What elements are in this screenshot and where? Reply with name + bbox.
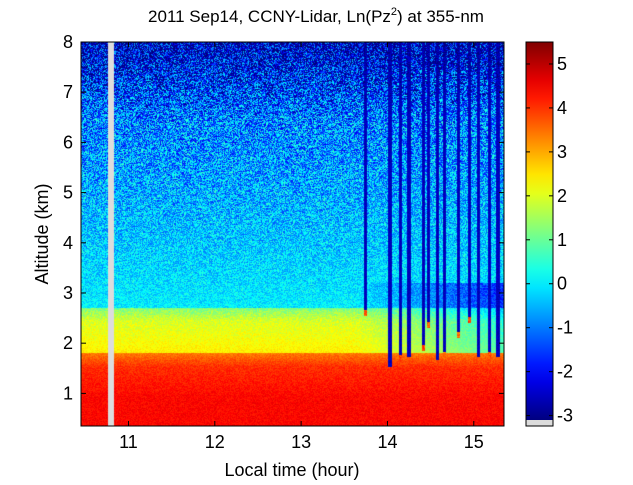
y-tick-label: 6 (63, 132, 73, 152)
colorbar-tick-label: -2 (557, 362, 573, 382)
colorbar: -3 -2 -1 0 1 2 3 4 5 (525, 41, 573, 427)
colorbar-tick-label: 1 (557, 230, 567, 250)
chart-title-prefix: 2011 Sep14, CCNY-Lidar, Ln(Pz (148, 7, 391, 26)
colorbar-tick-label: -3 (557, 406, 573, 426)
chart-title-suffix: ) at 355-nm (397, 7, 484, 26)
chart-title-superscript: 2 (391, 6, 397, 18)
plot-frame (80, 41, 505, 427)
y-tick-label: 4 (63, 233, 73, 253)
chart-title: 2011 Sep14, CCNY-Lidar, Ln(Pz2) at 355-n… (148, 6, 484, 26)
colorbar-tick-label: 2 (557, 186, 567, 206)
heatmap-plot-area (80, 41, 505, 427)
y-tick-label: 7 (63, 82, 73, 102)
colorbar-tick-label: 3 (557, 142, 567, 162)
x-tick-label: 12 (205, 432, 225, 452)
y-tick-label: 1 (63, 383, 73, 403)
x-tick-label: 14 (377, 432, 397, 452)
y-axis-ticks: 1 2 3 4 5 6 7 8 (63, 32, 504, 403)
colorbar-tick-label: 5 (557, 54, 567, 74)
x-axis-label: Local time (hour) (224, 460, 359, 480)
y-axis-label: Altitude (km) (32, 183, 52, 284)
colorbar-ticks: -3 -2 -1 0 1 2 3 4 5 (526, 54, 573, 426)
x-tick-label: 15 (464, 432, 484, 452)
heatmap-image (81, 42, 504, 426)
x-tick-label: 11 (119, 432, 138, 452)
y-tick-label: 5 (63, 183, 73, 203)
colorbar-frame (525, 41, 554, 427)
x-axis-ticks: 11 12 13 14 15 (119, 42, 484, 452)
colorbar-tick-label: 4 (557, 98, 567, 118)
y-tick-label: 8 (63, 32, 73, 52)
y-tick-label: 2 (63, 333, 73, 353)
x-tick-label: 13 (291, 432, 311, 452)
colorbar-gradient (526, 42, 553, 420)
y-tick-label: 3 (63, 283, 73, 303)
colorbar-tick-label: -1 (557, 318, 573, 338)
colorbar-nodata-swatch (526, 420, 553, 426)
colorbar-tick-label: 0 (557, 274, 567, 294)
